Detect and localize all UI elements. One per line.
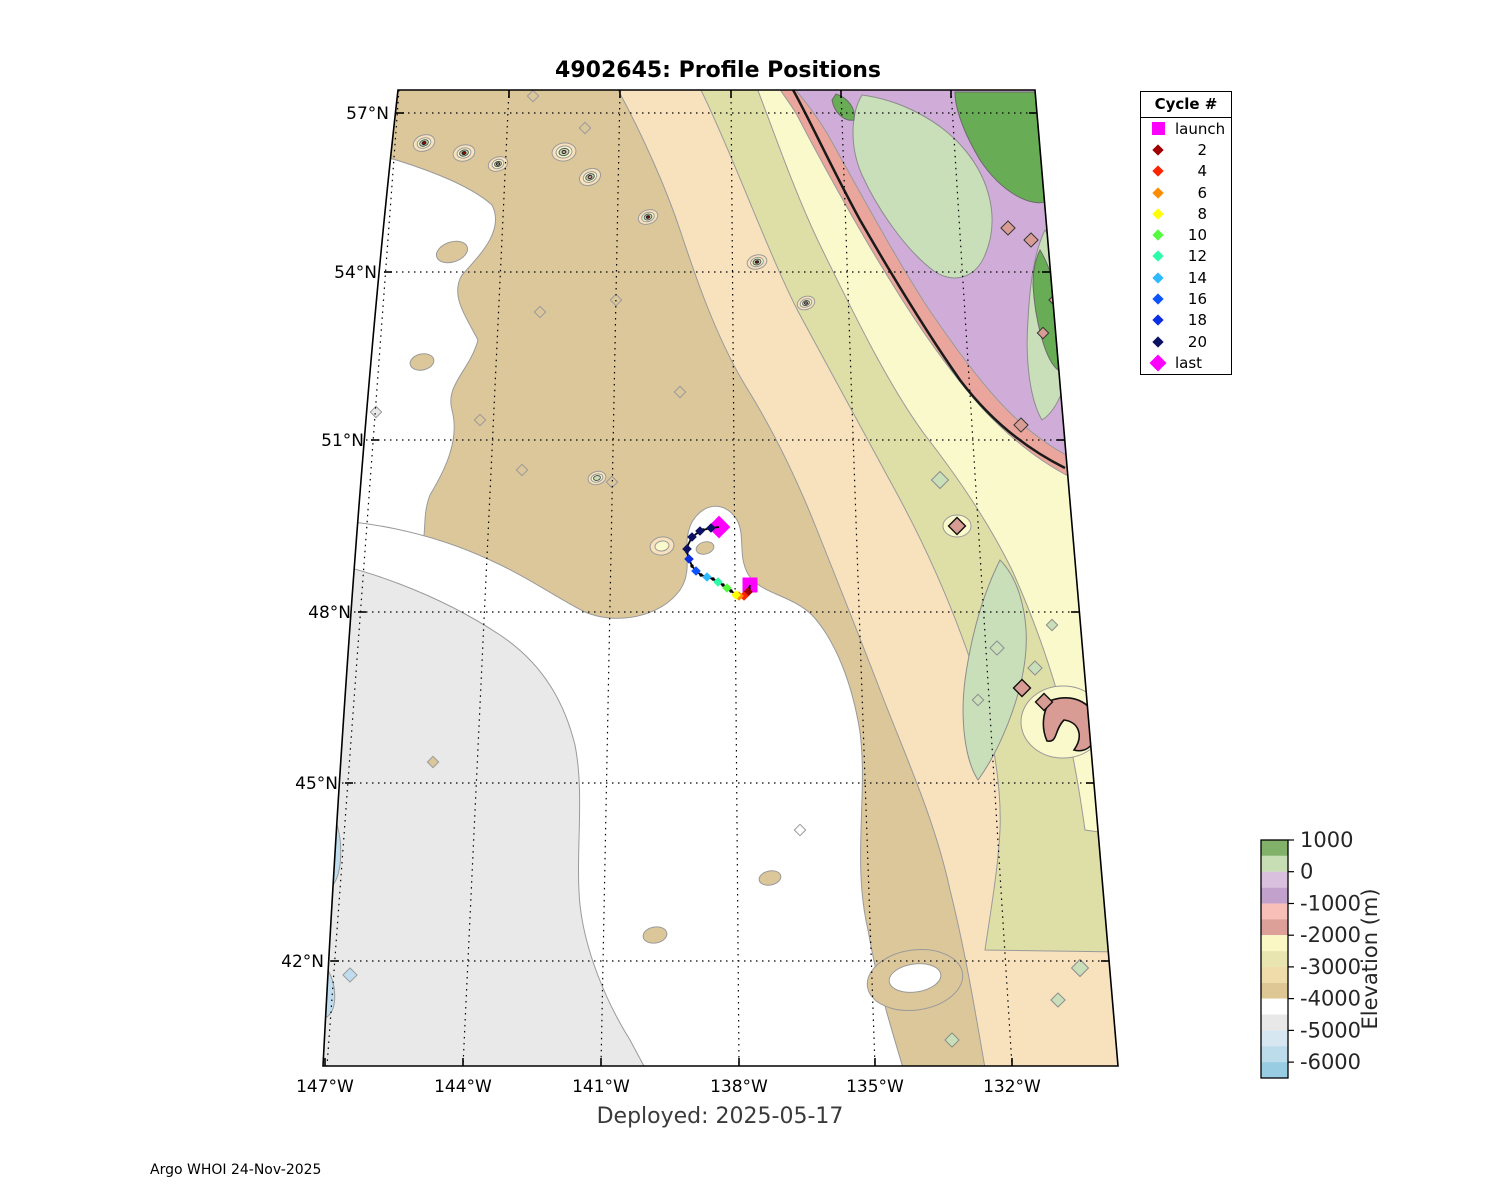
legend-item-last: last [1141, 352, 1231, 373]
legend-title: Cycle # [1141, 92, 1231, 118]
page-title: 4902645: Profile Positions [555, 58, 881, 83]
svg-text:-3000: -3000 [1300, 955, 1361, 979]
svg-text:-1000: -1000 [1300, 892, 1361, 916]
elevation-colorbar: 1000 0 -1000 -2000 -3000 -4000 -5000 -60… [1260, 830, 1382, 1079]
lat-label: 48°N [308, 603, 351, 623]
cycle-6-swatch [1152, 186, 1164, 199]
axis-ticks [324, 90, 1109, 1066]
lon-label: 138°W [710, 1077, 768, 1097]
lat-label: 51°N [321, 431, 364, 451]
svg-text:0: 0 [1300, 860, 1313, 884]
svg-text:-5000: -5000 [1300, 1018, 1361, 1042]
cycle-4-swatch [1152, 165, 1164, 177]
bathymetry-layers [323, 90, 1118, 1066]
svg-text:-4000: -4000 [1300, 987, 1361, 1011]
lon-label: 144°W [434, 1077, 492, 1097]
lat-label: 42°N [281, 952, 324, 972]
map-frame [322, 89, 1119, 1067]
deployed-date-label: Deployed: 2025-05-17 [596, 1104, 844, 1129]
credit-text: Argo WHOI 24-Nov-2025 [150, 1162, 322, 1178]
svg-text:-2000: -2000 [1300, 923, 1361, 947]
legend-item-20: 20 [1141, 331, 1231, 352]
legend-item-18: 18 [1141, 310, 1231, 331]
colorbar-segments [1261, 840, 1288, 1078]
coastline [790, 90, 1066, 470]
cycle-18-swatch [1152, 314, 1164, 326]
cycle-12-swatch [1152, 250, 1164, 263]
colorbar-ticks [1288, 839, 1294, 1063]
cycle-20-swatch [1152, 335, 1164, 348]
lon-label: 141°W [572, 1077, 630, 1097]
cycle-8-swatch [1152, 208, 1164, 220]
launch-swatch [1151, 122, 1165, 136]
tiny-diamonds [426, 90, 807, 837]
lon-label: 135°W [846, 1077, 904, 1097]
colorbar-tick-labels: 1000 0 -1000 -2000 -3000 -4000 -5000 -60… [1300, 830, 1361, 1074]
cycle-10-swatch [1152, 229, 1164, 241]
last-swatch [1149, 354, 1167, 372]
legend-item-12: 12 [1141, 246, 1231, 267]
legend-item-4: 4 [1141, 161, 1231, 182]
legend-item-10: 10 [1141, 224, 1231, 245]
graticule [323, 90, 1118, 1066]
cycle-16-swatch [1152, 293, 1164, 305]
legend-item-6: 6 [1141, 182, 1231, 203]
contour-gray [323, 557, 646, 1066]
cycle-2-swatch [1152, 144, 1164, 156]
svg-text:-6000: -6000 [1300, 1050, 1361, 1074]
white-ring-center [888, 963, 942, 993]
lat-axis-labels: 57°N 54°N 51°N 48°N 45°N 42°N [281, 104, 389, 972]
cycle-legend: Cycle # launch 2 4 6 8 10 12 14 16 18 20… [1140, 91, 1232, 375]
legend-item-16: 16 [1141, 288, 1231, 309]
legend-item-launch: launch [1141, 118, 1231, 139]
legend-item-14: 14 [1141, 267, 1231, 288]
lon-axis-labels: 147°W 144°W 141°W 138°W 135°W 132°W [296, 1077, 1041, 1097]
island-features [942, 220, 1106, 759]
legend-item-8: 8 [1141, 203, 1231, 224]
colorbar-axis-label: Elevation (m) [1358, 888, 1382, 1029]
legend-item-2: 2 [1141, 139, 1231, 160]
lat-label: 45°N [295, 774, 338, 794]
lon-label: 132°W [983, 1077, 1041, 1097]
contour-darkgreen-group [831, 91, 1062, 371]
lat-label: 54°N [334, 263, 377, 283]
colorbar-border [1260, 839, 1289, 1079]
cycle-14-swatch [1152, 272, 1164, 284]
lat-label: 57°N [346, 104, 389, 124]
svg-text:1000: 1000 [1300, 830, 1353, 852]
seamounts [412, 134, 816, 556]
lon-label: 147°W [296, 1077, 354, 1097]
gray-islet [369, 405, 383, 419]
